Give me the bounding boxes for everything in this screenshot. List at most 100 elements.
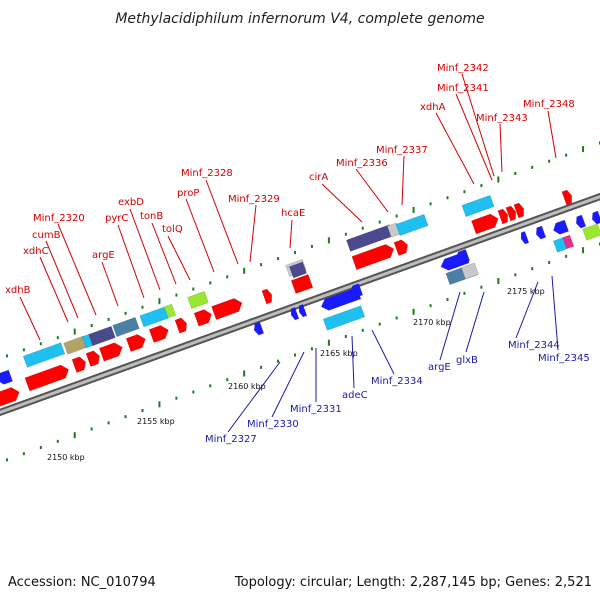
gene-feature[interactable]: [460, 262, 480, 280]
leader-line: [249, 204, 257, 263]
gene-feature[interactable]: [297, 303, 308, 318]
gene-label[interactable]: Minf_2328: [181, 168, 233, 179]
leader-line: [101, 261, 119, 307]
gene-label[interactable]: Minf_2329: [228, 194, 280, 205]
gene-feature[interactable]: [0, 385, 22, 408]
gene-feature[interactable]: [497, 208, 510, 225]
scale-label: 2170 kbp: [413, 318, 451, 327]
gene-feature[interactable]: [505, 205, 518, 222]
gene-label[interactable]: Minf_2341: [437, 83, 489, 94]
gene-label[interactable]: cumB: [32, 230, 61, 241]
gene-feature[interactable]: [252, 321, 265, 336]
gene-label[interactable]: argE: [92, 250, 115, 261]
leader-line: [151, 222, 177, 285]
gene-label[interactable]: Minf_2345: [538, 353, 590, 364]
gene-feature[interactable]: [0, 369, 14, 386]
gene-feature[interactable]: [211, 296, 245, 321]
gene-label[interactable]: xdhC: [23, 246, 49, 257]
gene-feature[interactable]: [552, 237, 568, 253]
gene-label[interactable]: glxB: [456, 355, 478, 366]
gene-feature[interactable]: [163, 303, 177, 319]
gene-feature[interactable]: [349, 283, 364, 299]
gene-label[interactable]: Minf_2348: [523, 99, 575, 110]
leader-line: [465, 291, 485, 353]
leader-line: [185, 198, 215, 273]
gene-label[interactable]: tonB: [140, 211, 163, 222]
leader-line: [129, 208, 161, 291]
gene-label[interactable]: proP: [177, 188, 199, 199]
gene-feature[interactable]: [534, 225, 547, 240]
gene-label[interactable]: argE: [428, 362, 451, 373]
gene-feature[interactable]: [22, 342, 66, 368]
gene-feature[interactable]: [24, 363, 71, 392]
gene-feature[interactable]: [261, 288, 274, 305]
gene-feature[interactable]: [193, 308, 214, 327]
leader-line: [19, 296, 41, 341]
gene-label[interactable]: hcaE: [281, 208, 305, 219]
gene-label[interactable]: Minf_2331: [290, 404, 342, 415]
gene-label[interactable]: Minf_2342: [437, 63, 489, 74]
gene-label[interactable]: xdhB: [5, 285, 31, 296]
gene-feature[interactable]: [288, 261, 308, 279]
gene-feature[interactable]: [98, 341, 124, 362]
leader-line: [57, 223, 97, 316]
scale-labels: 2150 kbp 2155 kbp 2160 kbp 2165 kbp 2170…: [47, 287, 545, 462]
scale-label: 2150 kbp: [47, 453, 85, 462]
gene-feature[interactable]: [393, 238, 410, 257]
gene-label[interactable]: Minf_2344: [508, 340, 560, 351]
gene-label[interactable]: cirA: [309, 172, 328, 183]
gene-feature[interactable]: [125, 332, 148, 353]
gene-feature[interactable]: [561, 189, 574, 206]
gene-feature[interactable]: [582, 223, 600, 241]
gene-feature[interactable]: [139, 306, 169, 328]
gene-label[interactable]: Minf_2330: [247, 419, 299, 430]
gene-feature[interactable]: [461, 194, 495, 218]
gene-feature[interactable]: [289, 306, 300, 321]
gene-label[interactable]: xdhA: [420, 102, 446, 113]
gene-feature[interactable]: [290, 273, 314, 295]
gene-label[interactable]: Minf_2320: [33, 213, 85, 224]
gene-label[interactable]: exbD: [118, 197, 144, 208]
scale-label: 2175 kbp: [507, 287, 545, 296]
gene-feature[interactable]: [322, 305, 366, 331]
gene-label[interactable]: Minf_2337: [376, 145, 428, 156]
gene-feature[interactable]: [174, 317, 189, 334]
forward-gene-labels: xdhB xdhC cumB Minf_2320 argE pyrC exbD …: [5, 63, 575, 296]
leader-line: [439, 291, 461, 361]
gene-feature[interactable]: [148, 323, 171, 344]
scale-label: 2155 kbp: [137, 417, 175, 426]
gene-feature[interactable]: [319, 287, 362, 313]
gene-feature[interactable]: [590, 210, 600, 225]
leader-line: [455, 93, 493, 181]
gene-feature[interactable]: [395, 213, 429, 237]
gene-label[interactable]: Minf_2343: [476, 113, 528, 124]
leader-line: [435, 112, 475, 185]
gene-label[interactable]: tolQ: [162, 224, 183, 235]
gene-feature[interactable]: [351, 242, 396, 271]
leader-line: [321, 183, 363, 223]
gene-feature[interactable]: [187, 290, 209, 310]
leader-line: [167, 235, 191, 281]
gene-feature[interactable]: [71, 355, 88, 374]
gene-feature[interactable]: [574, 214, 587, 229]
tick-rows: [5, 141, 600, 462]
leader-line: [515, 281, 539, 339]
gene-feature[interactable]: [112, 316, 140, 338]
gene-label[interactable]: pyrC: [105, 213, 128, 224]
gene-feature[interactable]: [471, 212, 500, 235]
gene-label[interactable]: Minf_2327: [205, 434, 257, 445]
leader-line: [227, 361, 281, 433]
gene-feature[interactable]: [513, 202, 526, 219]
gene-label[interactable]: adeC: [342, 390, 368, 401]
leader-line: [547, 110, 557, 159]
gene-feature[interactable]: [551, 219, 570, 236]
gene-label[interactable]: Minf_2334: [371, 376, 423, 387]
gene-feature[interactable]: [85, 349, 102, 368]
leader-line: [351, 335, 355, 389]
gene-feature[interactable]: [454, 248, 471, 264]
gene-label[interactable]: Minf_2336: [336, 158, 388, 169]
gene-feature[interactable]: [519, 230, 530, 245]
gene-feature[interactable]: [88, 325, 116, 347]
